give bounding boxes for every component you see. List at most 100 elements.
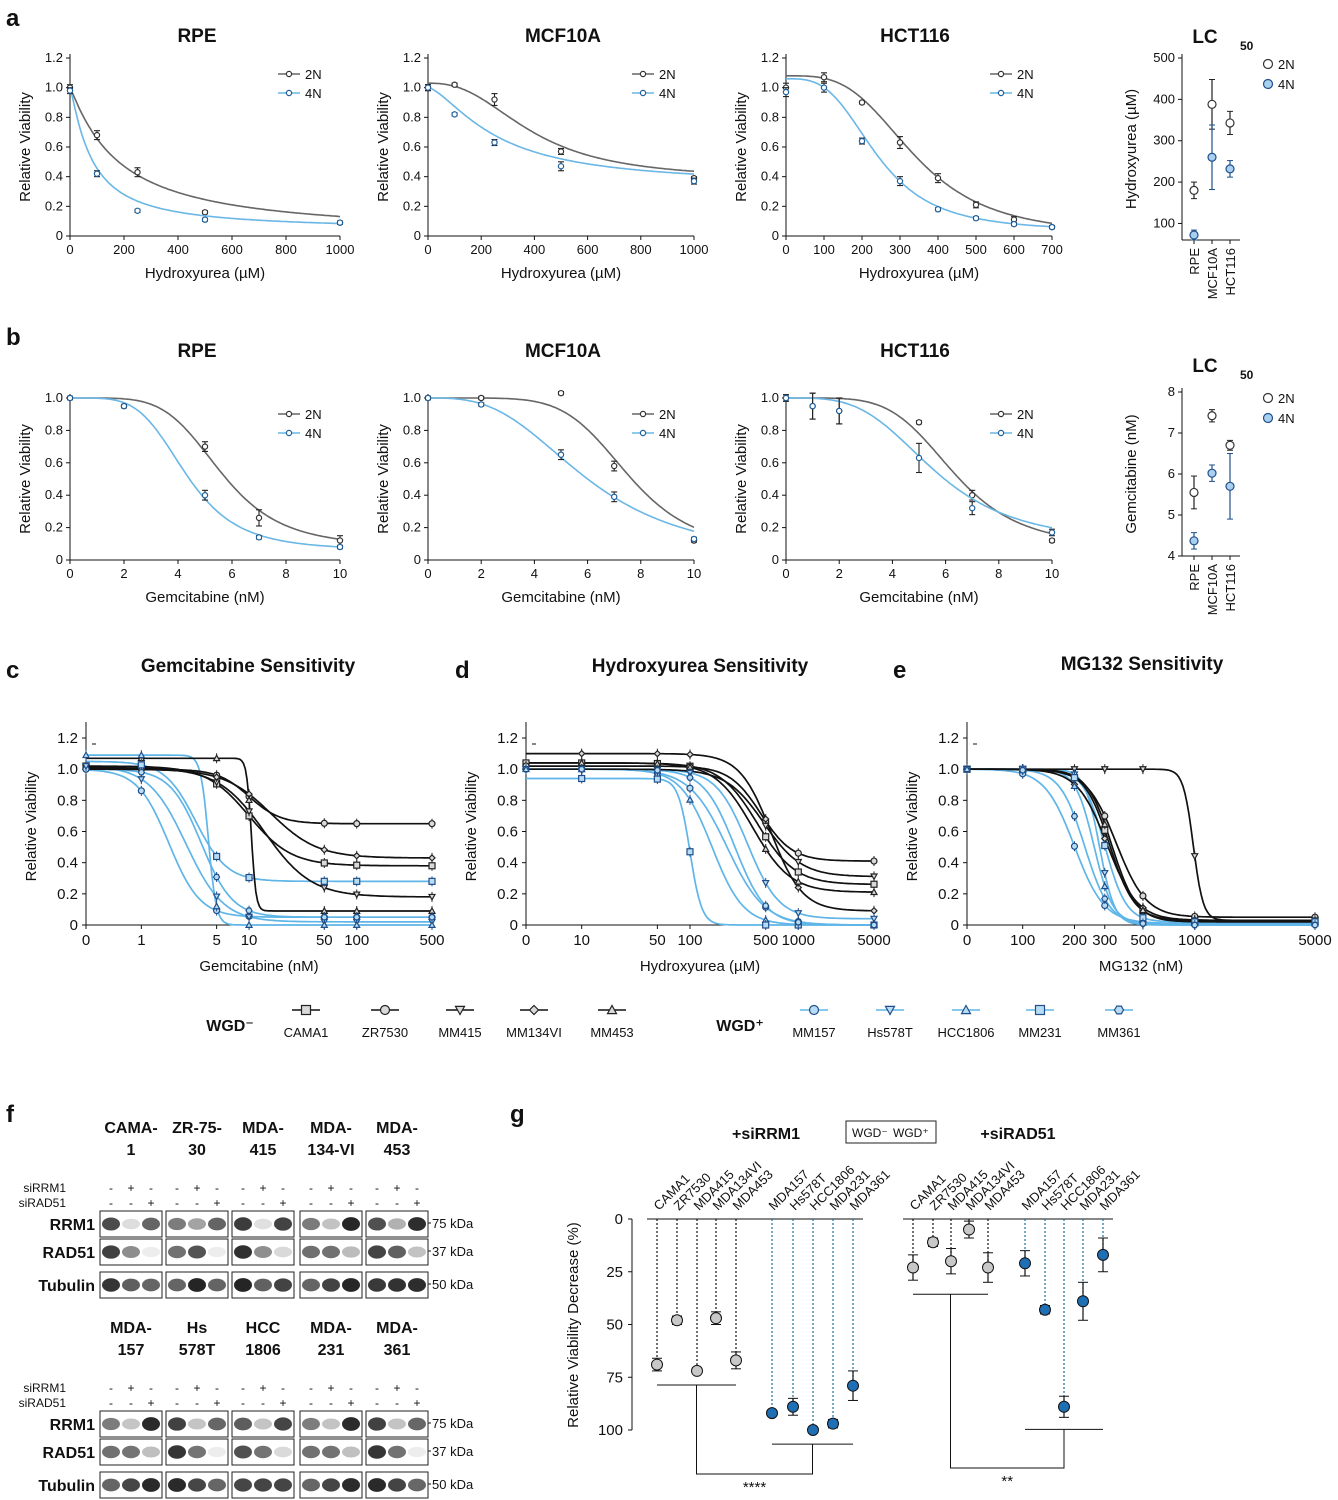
data-point-Hs578T bbox=[869, 915, 879, 923]
data-point-MM361 bbox=[353, 913, 361, 921]
x-tick-label: 200 bbox=[470, 242, 492, 257]
data-point-MM361 bbox=[428, 913, 436, 921]
viability-point-MDA453 bbox=[982, 1261, 994, 1274]
panel-letter-a: a bbox=[6, 5, 20, 32]
fit-curve-MM361 bbox=[967, 768, 1315, 926]
kda-marker: 37 kDa bbox=[432, 1244, 474, 1259]
x-tick-label: 200 bbox=[113, 242, 135, 257]
blot-cell-name: MDA- bbox=[110, 1320, 152, 1337]
y-tick-label: 0 bbox=[56, 552, 63, 567]
data-point-MM361 bbox=[1191, 921, 1199, 929]
lane-sign: - bbox=[415, 1381, 419, 1395]
data-point-Hs578T bbox=[794, 910, 803, 918]
data-point-MM134VI bbox=[320, 845, 329, 854]
lane-sign: - bbox=[375, 1396, 379, 1410]
data-point-MM415 bbox=[794, 858, 803, 867]
y-tick-label: 0.6 bbox=[497, 824, 518, 841]
data-point-MM361 bbox=[870, 921, 878, 929]
x-tick-label: 10 bbox=[573, 932, 590, 949]
y-tick-label: 0.8 bbox=[45, 422, 63, 437]
x-axis-label: Gemcitabine (nM) bbox=[501, 589, 620, 606]
x-tick-label: 6 bbox=[584, 566, 591, 581]
y-tick-label: 0 bbox=[414, 552, 421, 567]
blot-band bbox=[142, 1246, 160, 1258]
lane-sign: - bbox=[149, 1381, 153, 1395]
blot-band bbox=[254, 1478, 272, 1492]
category-label-RPE: RPE bbox=[1187, 248, 1202, 275]
blot-band bbox=[234, 1445, 252, 1459]
lane-sign: + bbox=[127, 1381, 134, 1395]
lane-sign: - bbox=[349, 1381, 353, 1395]
panel-letter-c: c bbox=[6, 657, 19, 684]
y-tick-label: 1.0 bbox=[45, 80, 63, 95]
blot-band bbox=[302, 1417, 320, 1431]
y-tick-label: 0.6 bbox=[761, 455, 779, 470]
x-tick-label: 100 bbox=[677, 932, 702, 949]
blot-band bbox=[388, 1218, 406, 1230]
y-tick-label: 0 bbox=[772, 552, 779, 567]
y-tick-label: 0.8 bbox=[403, 422, 421, 437]
data-point-MM231 bbox=[428, 877, 436, 885]
blot-cell-name: 134-VI bbox=[307, 1142, 354, 1159]
x-tick-label: 300 bbox=[889, 242, 911, 257]
blot-band bbox=[122, 1278, 140, 1292]
data-point-ZR7530 bbox=[1101, 812, 1109, 820]
blot-band bbox=[388, 1245, 406, 1259]
blot-band bbox=[274, 1417, 292, 1431]
data-point-HCC1806 bbox=[137, 750, 146, 759]
data-point-MM134VI bbox=[870, 906, 878, 915]
data-point-MM134VI bbox=[653, 749, 662, 758]
lc50-point-4N bbox=[1189, 230, 1199, 240]
data-point-MM361 bbox=[212, 873, 221, 881]
y-tick-label: 0.6 bbox=[45, 455, 63, 470]
blot-band bbox=[208, 1278, 226, 1292]
blot-band bbox=[122, 1246, 140, 1258]
lane-sign: - bbox=[329, 1196, 333, 1210]
lane-sign: - bbox=[175, 1381, 179, 1395]
data-point-4N bbox=[820, 84, 828, 91]
data-point-HCC1806 bbox=[81, 750, 91, 759]
data-point-HCC1806 bbox=[962, 764, 972, 773]
data-point-2N bbox=[255, 514, 263, 522]
legend-marker-MM415 bbox=[454, 1005, 466, 1016]
lane-sign: - bbox=[309, 1381, 313, 1395]
y-axis-label: Gemcitabine (nM) bbox=[1123, 414, 1140, 533]
data-point-2N bbox=[557, 148, 565, 155]
x-tick-label: 5000 bbox=[1298, 932, 1331, 949]
lane-sign: - bbox=[129, 1396, 133, 1410]
data-point-MM453 bbox=[794, 877, 803, 885]
x-tick-label: 10 bbox=[687, 566, 701, 581]
data-point-4N bbox=[478, 401, 485, 408]
viability-point-MDA453 bbox=[730, 1354, 742, 1367]
y-tick-label: 0.8 bbox=[761, 422, 779, 437]
y-tick-label: 0.4 bbox=[45, 169, 63, 184]
x-tick-label: 2 bbox=[836, 566, 843, 581]
data-point-2N bbox=[201, 209, 209, 216]
data-point-Hs578T bbox=[761, 879, 770, 888]
y-tick-label: 0.2 bbox=[403, 198, 421, 213]
data-point-4N bbox=[201, 492, 209, 499]
category-label-HCT116: HCT116 bbox=[1223, 248, 1238, 295]
chart-a2: MCF10A 0 0.2 0.4 0.6 0.8 1.0 1.2 0 200 400 600 800 10… bbox=[375, 26, 708, 282]
legend-marker-ZR7530 bbox=[379, 1004, 391, 1016]
x-tick-label: 800 bbox=[630, 242, 652, 257]
data-point-ZR7530 bbox=[870, 857, 878, 865]
blot-band bbox=[102, 1245, 120, 1259]
legend-marker-MM453 bbox=[606, 1004, 618, 1015]
x-tick-label: 1000 bbox=[326, 242, 355, 257]
y-tick-label: 1.0 bbox=[45, 390, 63, 405]
blot-cell-name: 1806 bbox=[245, 1342, 281, 1359]
y-tick-label: 0.4 bbox=[403, 169, 421, 184]
blot-band bbox=[254, 1418, 272, 1430]
viability-point-HCC1806 bbox=[807, 1424, 819, 1436]
x-tick-label: 6 bbox=[228, 566, 235, 581]
data-point-HCC1806 bbox=[685, 795, 695, 803]
y-tick-label: 0.4 bbox=[57, 855, 78, 872]
blot-band bbox=[322, 1478, 340, 1492]
data-point-HCC1806 bbox=[212, 902, 221, 910]
legend-marker-4N bbox=[997, 89, 1005, 97]
legend-marker-4N bbox=[285, 89, 293, 97]
data-point-MM415 bbox=[1190, 853, 1199, 861]
data-point-4N bbox=[1048, 529, 1056, 536]
legend-wgd-pos: WGD⁺ bbox=[893, 1126, 929, 1140]
